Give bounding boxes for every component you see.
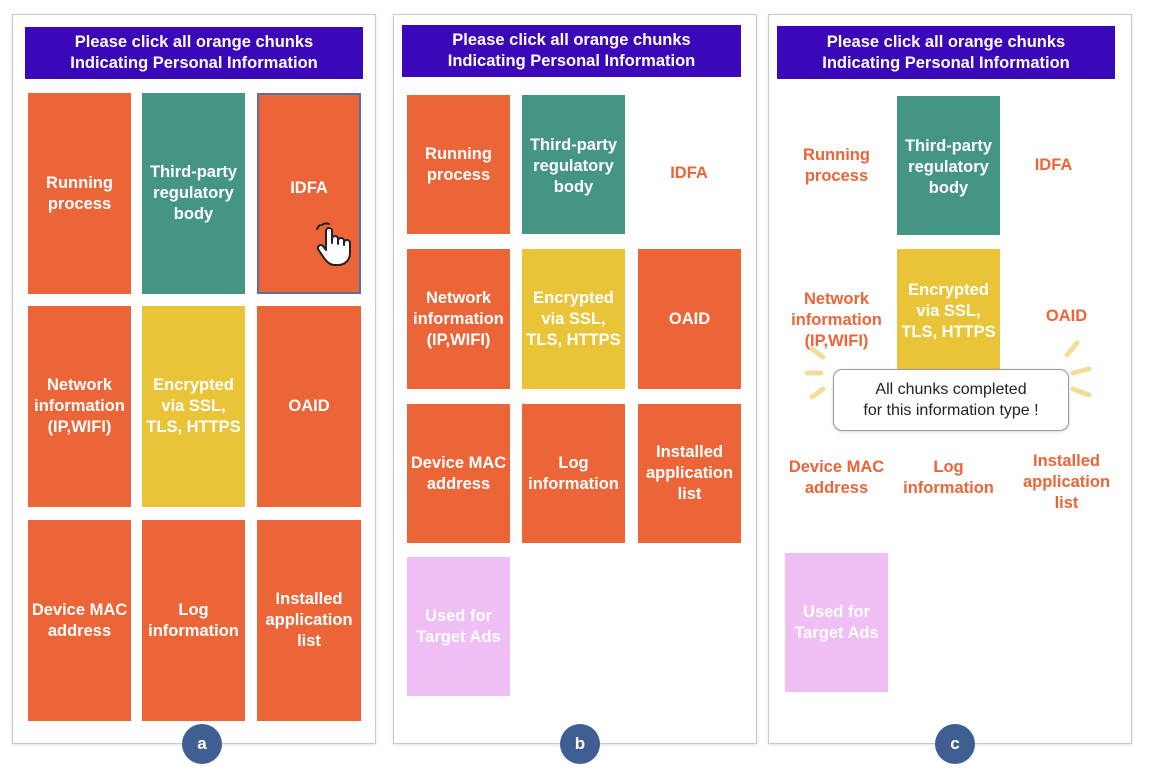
chunk-running-process[interactable]: Running process [803,145,870,185]
chunk-log-information[interactable]: Log information [903,458,994,497]
chunk-oaid[interactable]: OAID [1045,306,1088,325]
header-line-1: Please click all orange chunks [452,31,691,49]
chunk-installed-application-list[interactable]: Installed application list [257,520,361,721]
chunk-idfa[interactable]: IDFA [1034,156,1073,174]
sparkle-left-icon [804,346,826,400]
chunk-third-party[interactable]: Third-party regulatory body [142,93,245,294]
panel-a: Please click all orange chunks Indicatin… [12,14,376,764]
chunk-device-mac[interactable]: Device MAC address [28,520,131,721]
panel-label-c: c [935,724,975,764]
chunk-device-mac[interactable]: Device MAC address [407,404,510,543]
chunk-oaid[interactable]: OAID [257,306,361,507]
toast-line-2: for this information type ! [863,402,1039,419]
chunk-network-information[interactable]: Network information (IP,WIFI) [28,306,131,507]
chunk-encrypted[interactable]: Encrypted via SSL, TLS, HTTPS [142,306,245,507]
chunk-network-information[interactable]: Network information (IP,WIFI) [407,249,510,389]
chunk-oaid[interactable]: OAID [638,249,741,389]
header-line-1: Please click all orange chunks [826,32,1066,51]
chunk-encrypted[interactable]: Encrypted via SSL, TLS, HTTPS [897,249,1000,369]
header-line-1: Please click all orange chunks [74,33,314,51]
chunk-installed-application-list[interactable]: Installed application list [1022,451,1111,512]
panel-c: Please click all orange chunks Indicatin… [768,14,1132,764]
chunk-third-party[interactable]: Third-party regulatory body [522,95,625,234]
chunk-installed-application-list[interactable]: Installed application list [638,404,741,543]
chunk-running-process[interactable]: Running process [407,95,510,234]
chunk-network-information[interactable]: Network information (IP,WIFI) [791,290,882,350]
toast-line-1: All chunks completed [875,381,1027,398]
panel-label-a: a [182,724,222,764]
panel-b: Please click all orange chunks Indicatin… [393,14,757,764]
header-line-2: Indicating Personal Information [822,53,1070,72]
instruction-header: Please click all orange chunks Indicatin… [25,27,363,79]
chunk-log-information[interactable]: Log information [142,520,245,721]
sparkle-right-icon [1064,340,1092,398]
instruction-header: Please click all orange chunks Indicatin… [777,26,1115,79]
chunk-encrypted[interactable]: Encrypted via SSL, TLS, HTTPS [522,249,625,389]
header-line-2: Indicating Personal Information [70,54,318,72]
instruction-header: Please click all orange chunks Indicatin… [402,25,741,77]
chunk-target-ads[interactable]: Used for Target Ads [785,553,888,692]
chunk-idfa[interactable]: IDFA [670,164,708,182]
hand-pointer-icon [316,222,351,266]
chunk-log-information[interactable]: Log information [522,404,625,543]
chunk-idfa[interactable]: IDFA [257,93,361,294]
header-line-2: Indicating Personal Information [447,52,696,70]
chunk-target-ads[interactable]: Used for Target Ads [407,557,510,696]
chunk-device-mac[interactable]: Device MAC address [788,458,885,497]
completion-toast: All chunks completed for this informatio… [833,369,1069,431]
chunk-third-party[interactable]: Third-party regulatory body [897,96,1000,235]
panel-label-b: b [560,724,600,764]
chunk-running-process[interactable]: Running process [28,93,131,294]
